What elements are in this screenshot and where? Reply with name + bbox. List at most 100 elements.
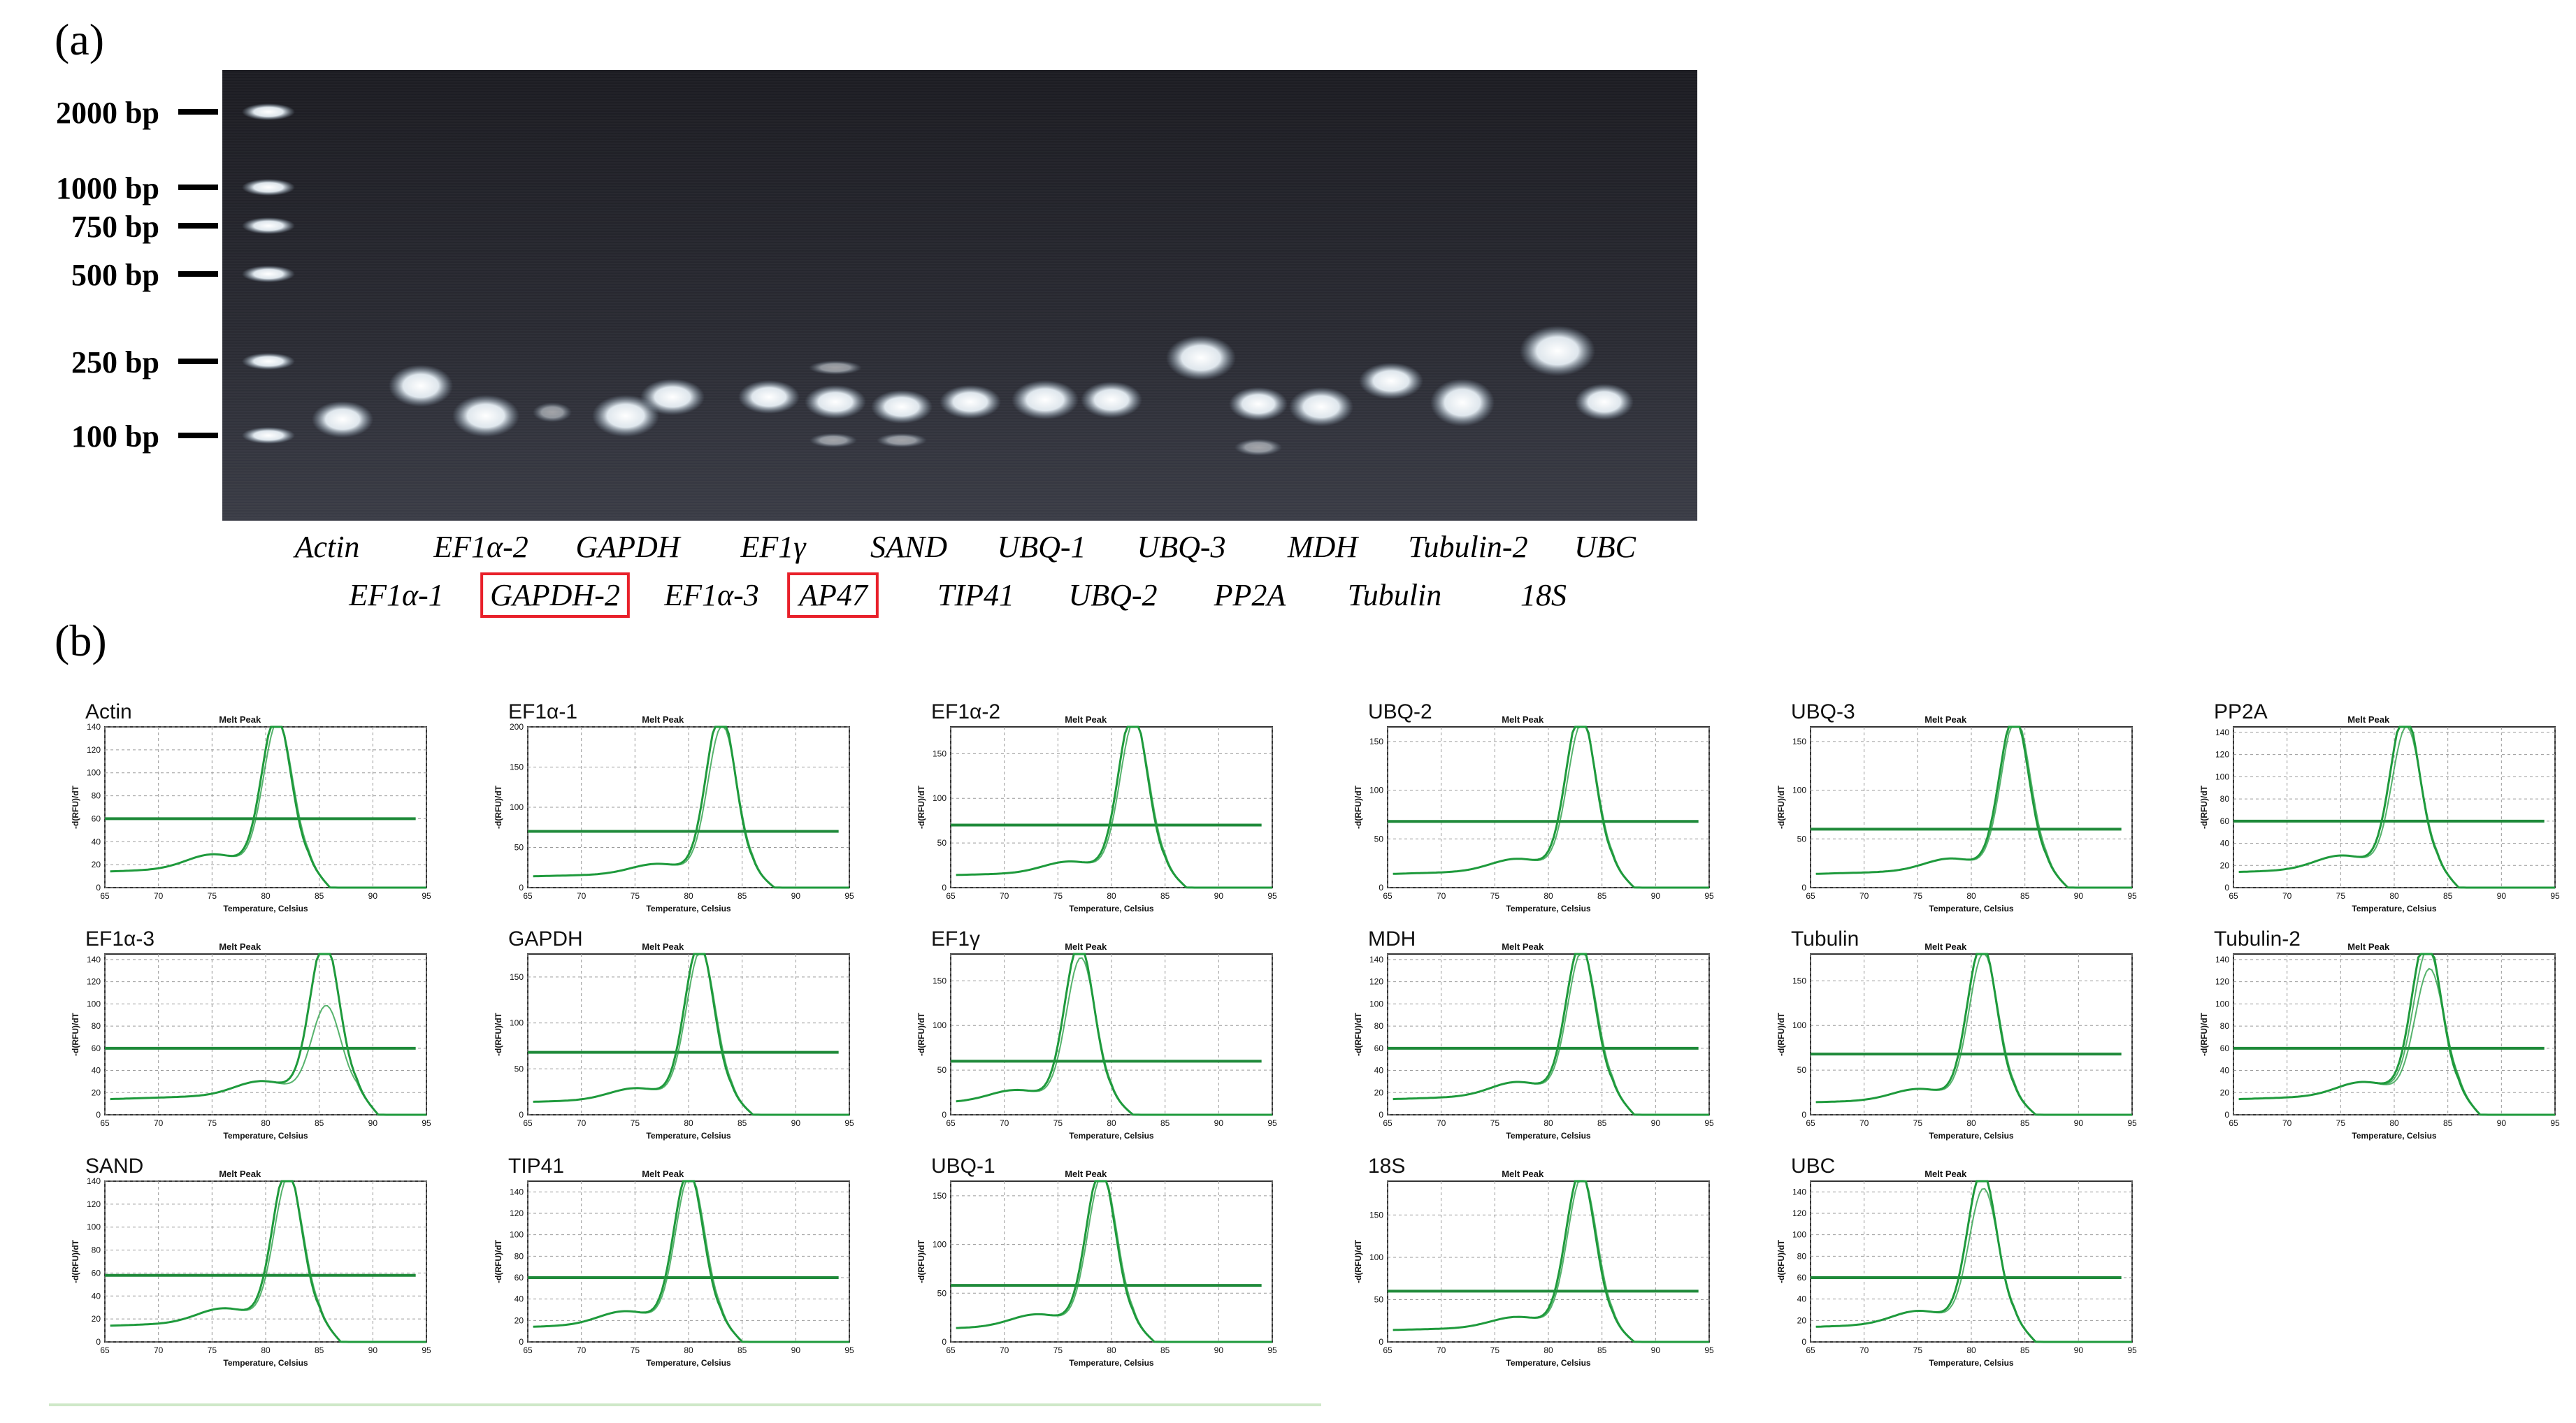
y-tick-label: 0 xyxy=(1801,883,1806,893)
lane-label: GAPDH-2 xyxy=(490,578,620,612)
x-tick-label: 85 xyxy=(2020,891,2030,901)
y-tick-label: 0 xyxy=(942,1337,947,1347)
x-axis-label: Temperature, Celsius xyxy=(1069,1131,1153,1141)
x-tick-label: 70 xyxy=(577,1345,587,1355)
plot-title: Melt Peak xyxy=(1065,1169,1107,1179)
y-tick-label: 0 xyxy=(1379,883,1383,893)
gel-band xyxy=(1166,335,1236,380)
y-tick-label: 20 xyxy=(1374,1088,1384,1097)
y-tick-label: 60 xyxy=(515,1273,524,1283)
x-tick-label: 65 xyxy=(1806,1118,1815,1128)
x-tick-label: 85 xyxy=(2443,891,2453,901)
melt-curve xyxy=(110,726,426,888)
x-axis-label: Temperature, Celsius xyxy=(1506,904,1590,913)
x-tick-label: 70 xyxy=(1000,1345,1009,1355)
x-tick-label: 75 xyxy=(208,1118,217,1128)
gel-band xyxy=(1229,387,1288,421)
gene-label: TIP41 xyxy=(508,1155,564,1178)
highlight-box xyxy=(787,572,879,618)
y-tick-label: 140 xyxy=(1792,1187,1806,1197)
gel-band xyxy=(1575,384,1634,420)
y-tick-label: 20 xyxy=(2220,860,2230,870)
y-tick-label: 120 xyxy=(87,745,101,755)
y-tick-label: 0 xyxy=(2224,883,2229,893)
x-axis-label: Temperature, Celsius xyxy=(1069,904,1153,913)
lane-label: SAND xyxy=(870,530,947,564)
x-tick-label: 90 xyxy=(368,1118,378,1128)
x-tick-label: 75 xyxy=(2336,1118,2346,1128)
gel-band xyxy=(1289,387,1353,426)
y-tick-label: 20 xyxy=(1797,1315,1807,1325)
gene-label: EF1α-2 xyxy=(931,700,1000,723)
x-axis-label: Temperature, Celsius xyxy=(1506,1358,1590,1368)
y-tick-label: 140 xyxy=(2215,955,2229,965)
plot-title: Melt Peak xyxy=(642,1169,684,1179)
y-axis-label: -d(RFU)/dT xyxy=(71,1012,80,1056)
faint-band xyxy=(1235,439,1282,456)
y-tick-label: 50 xyxy=(515,843,524,853)
x-tick-label: 80 xyxy=(1544,1118,1553,1128)
ladder-label: 750 bp xyxy=(71,210,159,244)
melt-plot: TIP41 Melt Peak 65 70 75 80 85 90 95 0 20 40 60 80 100… xyxy=(494,1155,854,1368)
x-tick-label: 70 xyxy=(1859,891,1869,901)
y-tick-label: 20 xyxy=(2220,1088,2230,1097)
plot-title: Melt Peak xyxy=(1502,1169,1544,1179)
melt-plot: SAND Melt Peak 65 70 75 80 85 90 95 0 20 40 60 80 100 1… xyxy=(71,1155,431,1368)
plot-title: Melt Peak xyxy=(1502,714,1544,725)
x-tick-label: 90 xyxy=(368,891,378,901)
y-tick-label: 40 xyxy=(515,1294,524,1304)
plot-title: Melt Peak xyxy=(1924,941,1967,952)
gene-label: SAND xyxy=(85,1155,143,1178)
x-tick-label: 75 xyxy=(1490,1118,1500,1128)
x-tick-label: 75 xyxy=(1913,891,1923,901)
y-tick-label: 150 xyxy=(933,749,947,758)
y-tick-label: 0 xyxy=(1379,1110,1383,1120)
y-tick-label: 150 xyxy=(1369,737,1383,746)
y-tick-label: 40 xyxy=(1797,1294,1807,1304)
x-tick-label: 85 xyxy=(2020,1118,2030,1128)
x-tick-label: 80 xyxy=(2389,1118,2399,1128)
gel-band xyxy=(640,379,705,415)
x-tick-label: 65 xyxy=(523,1118,533,1128)
melt-plot: EF1γ Melt Peak 65 70 75 80 85 90 95 0 50 100 150 Temp… xyxy=(916,927,1277,1141)
y-tick-label: 20 xyxy=(92,1314,101,1324)
y-tick-label: 50 xyxy=(1374,834,1384,844)
x-tick-label: 85 xyxy=(737,1345,747,1355)
melt-curve xyxy=(1815,953,2132,1115)
x-tick-label: 95 xyxy=(2550,891,2560,901)
y-tick-label: 140 xyxy=(87,722,101,732)
x-tick-label: 65 xyxy=(100,891,110,901)
x-tick-label: 65 xyxy=(100,1345,110,1355)
gel-band xyxy=(592,395,659,437)
plot-title: Melt Peak xyxy=(219,1169,261,1179)
x-tick-label: 95 xyxy=(844,891,854,901)
x-axis-label: Temperature, Celsius xyxy=(2352,1131,2436,1141)
y-axis-label: -d(RFU)/dT xyxy=(916,785,926,829)
x-tick-label: 90 xyxy=(791,1118,801,1128)
melt-curve xyxy=(956,957,1272,1115)
y-tick-label: 80 xyxy=(92,791,101,801)
x-tick-label: 75 xyxy=(1490,891,1500,901)
x-tick-label: 70 xyxy=(1437,891,1446,901)
gel-band xyxy=(940,385,1001,419)
y-tick-label: 60 xyxy=(2220,1043,2230,1053)
y-tick-label: 50 xyxy=(937,1065,947,1075)
y-axis-label: -d(RFU)/dT xyxy=(494,785,503,829)
melt-curve xyxy=(956,1180,1272,1343)
y-tick-label: 120 xyxy=(87,1199,101,1209)
x-axis-label: Temperature, Celsius xyxy=(223,904,308,913)
y-tick-label: 60 xyxy=(92,814,101,823)
x-axis-label: Temperature, Celsius xyxy=(2352,904,2436,913)
x-tick-label: 80 xyxy=(1544,891,1553,901)
y-axis-label: -d(RFU)/dT xyxy=(916,1239,926,1283)
melt-plot: 18S Melt Peak 65 70 75 80 85 90 95 0 50 100 150 Tempe… xyxy=(1353,1155,1714,1368)
x-tick-label: 75 xyxy=(1913,1118,1923,1128)
x-tick-label: 85 xyxy=(737,891,747,901)
y-tick-label: 80 xyxy=(1797,1251,1807,1261)
y-tick-label: 150 xyxy=(510,763,524,772)
gene-label: Tubulin xyxy=(1791,927,1859,951)
lane-label: AP47 xyxy=(797,578,869,612)
x-axis-label: Temperature, Celsius xyxy=(646,1358,731,1368)
y-tick-label: 100 xyxy=(1792,1020,1806,1030)
gel-band xyxy=(1359,363,1423,399)
